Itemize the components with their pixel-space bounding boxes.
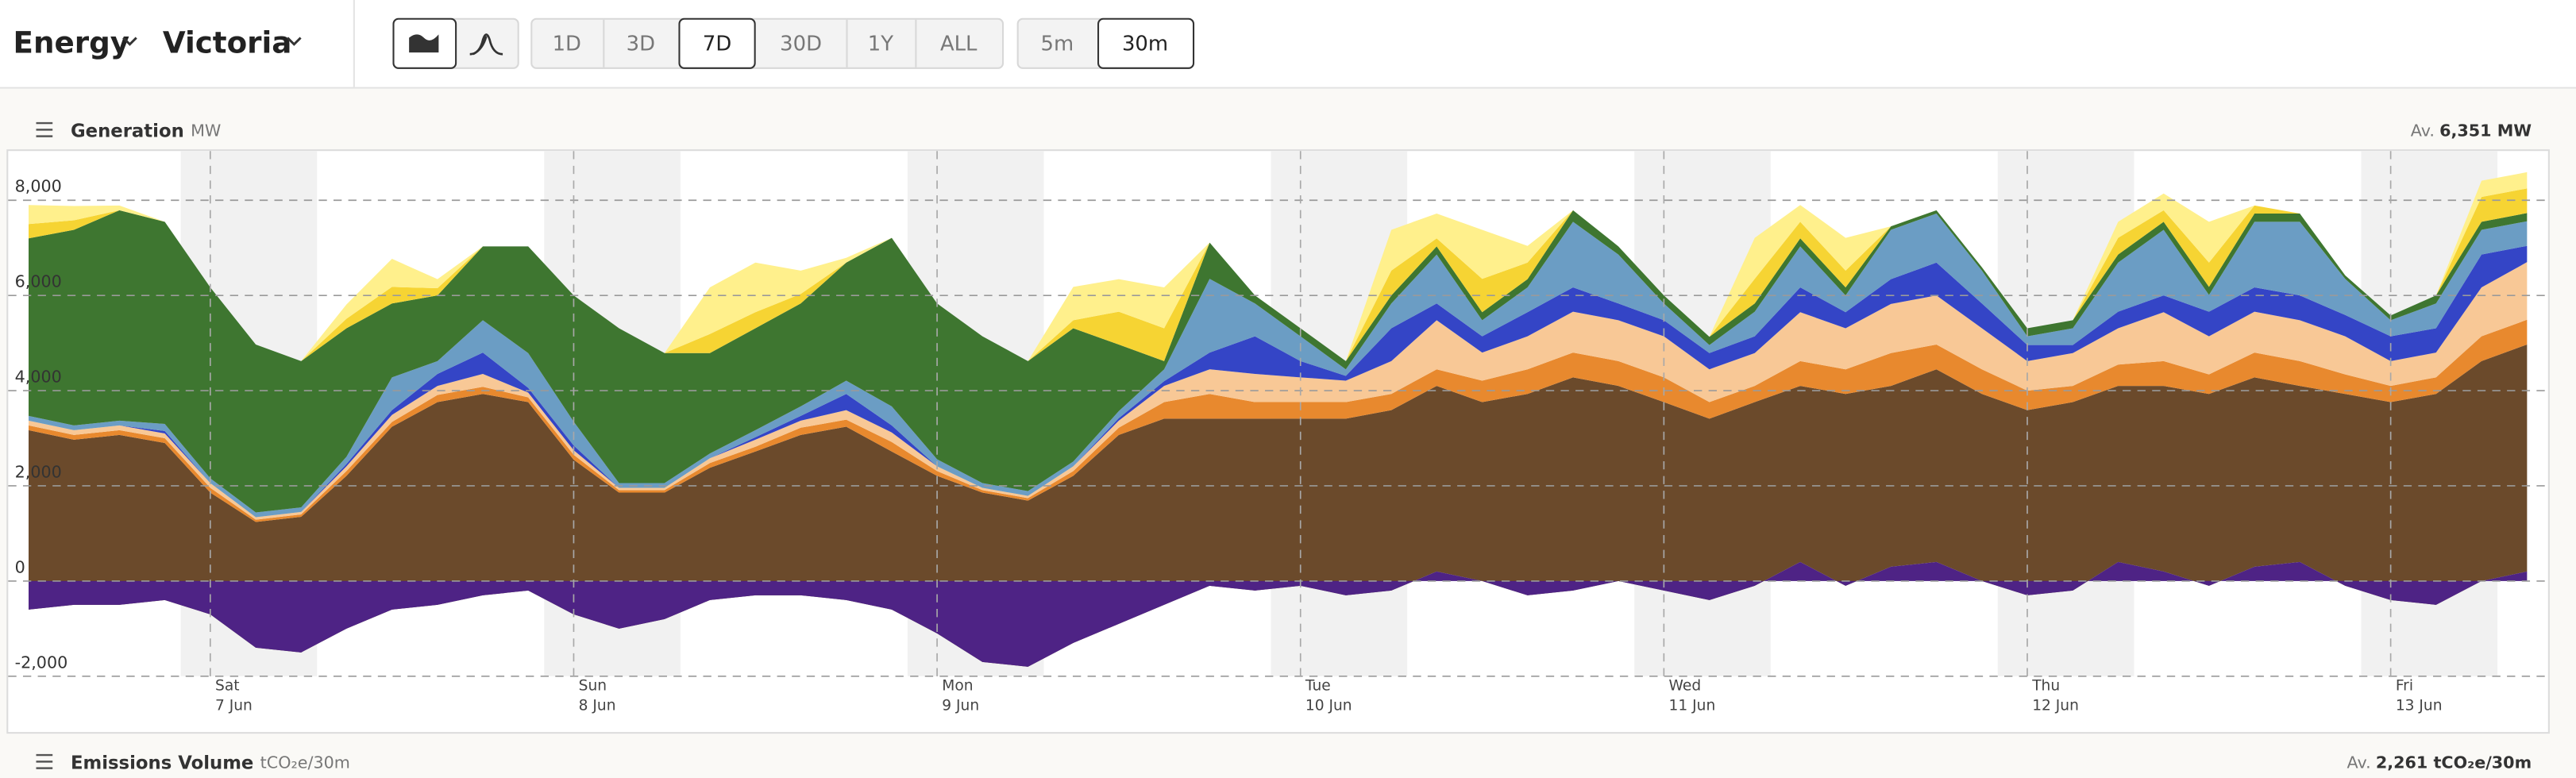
selected-interval [1097, 17, 1195, 69]
x-tick-label: Wed [1669, 678, 1702, 695]
average-value: 2,261 tCO₂e/30m [2376, 753, 2532, 772]
average-label: Av. [2411, 121, 2435, 140]
chevron [122, 37, 137, 46]
menu-icon[interactable] [36, 753, 53, 769]
x-tick-label: 13 Jun [2396, 698, 2443, 714]
chevron [287, 37, 302, 46]
x-tick-label: 8 Jun [579, 698, 616, 714]
x-tick-label: 10 Jun [1305, 698, 1352, 714]
section-title: Generation MW [71, 121, 221, 141]
area [28, 213, 2528, 518]
y-tick-label: 4,000 [15, 368, 62, 387]
x-tick-label: 7 Jun [215, 698, 253, 714]
unit: MW [191, 121, 221, 140]
area [28, 561, 2528, 667]
x-tick-label: 11 Jun [1669, 698, 1716, 714]
x-tick-label: Sat [215, 678, 240, 695]
x-tick-label: Sun [579, 678, 607, 695]
y-tick-label: 2,000 [15, 462, 62, 481]
average: Av. 6,351 MW [2411, 121, 2532, 140]
range-button[interactable]: 30D [780, 32, 822, 56]
range-button[interactable]: 3D [627, 32, 655, 56]
plot: -2,000 0 2,000 4,000 6,000 8,000 Sat 7 Jun Sun 8 … [8, 151, 2548, 714]
y-tick-label: -2,000 [15, 653, 68, 672]
range-button[interactable]: 1Y [868, 32, 893, 56]
interval-button[interactable]: 30m [1122, 32, 1168, 56]
x-tick-label: Thu [2031, 678, 2060, 695]
x-tick-label: 12 Jun [2032, 698, 2079, 714]
title: Emissions Volume [71, 753, 253, 773]
area [28, 262, 2528, 520]
y-tick-label: 6,000 [15, 272, 62, 291]
average: Av. 2,261 tCO₂e/30m [2347, 753, 2532, 772]
areas [28, 171, 2528, 667]
range-group [530, 17, 1005, 69]
area-icon [409, 34, 439, 53]
range-button[interactable]: ALL [940, 32, 978, 56]
section-title: Emissions Volume tCO₂e/30m [71, 753, 350, 773]
line-icon[interactable] [469, 33, 503, 56]
area [28, 210, 2528, 513]
y-tick-label: 0 [15, 557, 25, 576]
title: Generation [71, 121, 184, 141]
range-button[interactable]: 7D [703, 32, 731, 56]
metric-select[interactable]: Energy [13, 25, 129, 60]
toolbar [0, 0, 2576, 87]
average-value: 6,351 MW [2439, 121, 2532, 140]
x-tick-label: 9 Jun [942, 698, 979, 714]
menu-icon[interactable] [36, 121, 53, 137]
unit: tCO₂e/30m [260, 753, 350, 772]
average-label: Av. [2347, 753, 2371, 772]
interval-button[interactable]: 5m [1041, 32, 1074, 56]
area [28, 319, 2528, 522]
x-tick-label: Tue [1305, 678, 1331, 695]
region-select[interactable]: Victoria [163, 25, 292, 60]
range-button[interactable]: 1D [553, 32, 581, 56]
x-tick-label: Mon [942, 678, 973, 695]
x-tick-label: Fri [2396, 678, 2413, 695]
y-tick-label: 8,000 [15, 177, 62, 196]
selected-range [678, 17, 756, 69]
